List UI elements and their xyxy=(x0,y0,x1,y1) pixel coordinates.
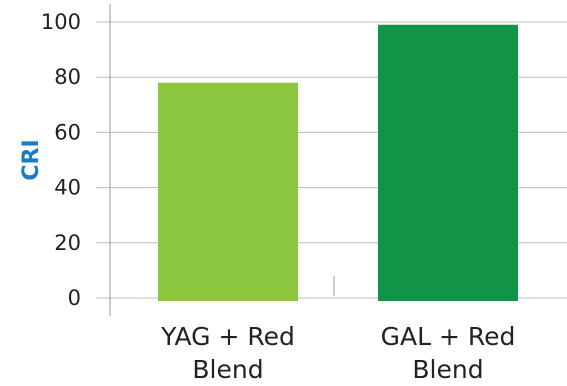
y-tick-label: 40 xyxy=(54,176,81,200)
x-category-label: Blend xyxy=(412,355,483,384)
y-tick-label: 60 xyxy=(54,120,81,144)
axes xyxy=(109,4,335,316)
y-axis-title: CRI xyxy=(19,139,44,180)
y-tick-label: 20 xyxy=(54,231,81,255)
x-category-label: Blend xyxy=(192,355,263,384)
y-tick-label: 0 xyxy=(68,286,81,310)
bars xyxy=(158,24,518,301)
x-category-label: GAL + Red xyxy=(381,322,516,351)
x-category-labels: YAG + Red Blend GAL + Red Blend xyxy=(160,322,515,384)
y-tick-labels: 0 20 40 60 80 100 xyxy=(41,10,81,310)
y-tick-label: 100 xyxy=(41,10,81,34)
y-tick-label: 80 xyxy=(54,65,81,89)
x-category-label: YAG + Red xyxy=(160,322,295,351)
bar xyxy=(378,24,518,301)
bar xyxy=(158,82,298,301)
